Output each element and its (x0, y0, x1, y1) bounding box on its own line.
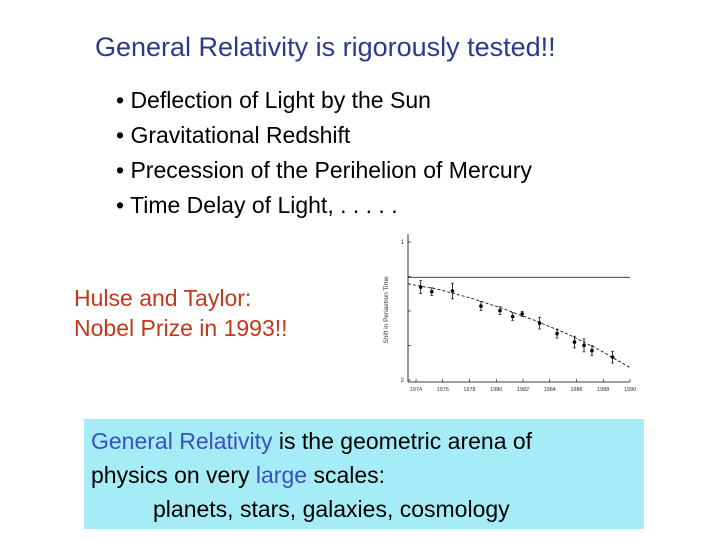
x-tick-label: 1984 (544, 387, 556, 393)
y-axis-label: Shift in Periastron Time (383, 276, 390, 344)
nobel-note: Hulse and Taylor: Nobel Prize in 1993!! (74, 283, 288, 343)
x-tick-label: 1986 (570, 387, 582, 393)
point-marker (582, 343, 586, 348)
data-point (582, 338, 586, 353)
point-marker (610, 355, 615, 359)
point-marker (418, 285, 423, 289)
point-marker (590, 348, 594, 353)
bullet-redshift: • Gravitational Redshift (116, 122, 351, 148)
bullet-deflection: • Deflection of Light by the Sun (116, 87, 431, 113)
periastron-shift-plot: Shift in Periastron Time 1 2 1974 1976 1978… (383, 234, 636, 393)
y-tick-label: 2 (401, 378, 405, 384)
point-marker (555, 331, 559, 336)
data-point (498, 306, 502, 315)
point-marker (450, 289, 455, 293)
data-point (429, 287, 434, 296)
point-marker (429, 289, 434, 294)
bullet-precession: • Precession of the Perihelion of Mercur… (116, 157, 532, 183)
summary-large-term: large (255, 462, 308, 488)
data-point (555, 328, 559, 339)
point-marker (520, 312, 524, 316)
x-tick-label: 1978 (463, 387, 475, 393)
point-marker (479, 304, 483, 308)
nobel-line-2: Nobel Prize in 1993!! (74, 315, 288, 341)
x-tick-label: 1982 (517, 387, 529, 393)
data-point (537, 316, 542, 330)
summary-line-2: physics on very large scales: (91, 462, 385, 489)
data-point (450, 282, 455, 300)
point-marker (537, 321, 542, 325)
data-point (610, 350, 615, 364)
slide-title: General Relativity is rigorously tested!… (95, 32, 556, 62)
summary-line-3: planets, stars, galaxies, cosmology (153, 496, 510, 522)
gr-prediction-curve (407, 283, 631, 368)
data-point (418, 280, 423, 294)
gr-summary-box: General Relativity is the geometric aren… (84, 419, 644, 529)
y-tick-label: 1 (401, 240, 405, 246)
data-point (590, 345, 594, 357)
x-tick-label: 1974 (410, 387, 422, 393)
point-marker (572, 340, 577, 344)
x-tick-label: 1980 (490, 387, 502, 393)
x-tick-label: 1990 (624, 387, 636, 393)
nobel-line-1: Hulse and Taylor: (74, 285, 252, 311)
summary-line-1-rest: is the geometric arena of (272, 428, 533, 454)
summary-gr-term: General Relativity (91, 428, 273, 454)
summary-line-1: General Relativity is the geometric aren… (91, 428, 532, 455)
point-marker (510, 314, 515, 319)
bullet-list: • Deflection of Light by the Sun • Gravi… (116, 83, 532, 223)
data-point (520, 311, 524, 317)
x-tick-label: 1976 (437, 387, 449, 393)
point-marker (498, 308, 502, 313)
summary-line-2-end: scales: (307, 462, 386, 488)
bullet-time-delay: • Time Delay of Light, . . . . . (116, 192, 398, 218)
data-point (510, 312, 515, 321)
data-point (572, 335, 577, 349)
data-point (479, 301, 483, 311)
x-tick-label: 1988 (597, 387, 609, 393)
summary-line-2-start: physics on very (91, 462, 256, 488)
